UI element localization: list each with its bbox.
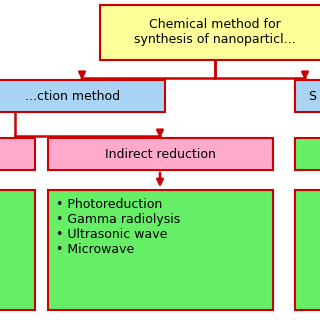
FancyBboxPatch shape: [0, 80, 165, 112]
Text: Chemical method for
synthesis of nanoparticl...: Chemical method for synthesis of nanopar…: [134, 19, 296, 46]
FancyBboxPatch shape: [295, 190, 320, 310]
FancyBboxPatch shape: [48, 190, 273, 310]
Text: S: S: [308, 90, 316, 102]
FancyBboxPatch shape: [48, 138, 273, 170]
Text: ...ction method: ...ction method: [25, 90, 120, 102]
FancyBboxPatch shape: [295, 80, 320, 112]
FancyBboxPatch shape: [0, 138, 35, 170]
Text: • Photoreduction
• Gamma radiolysis
• Ultrasonic wave
• Microwave: • Photoreduction • Gamma radiolysis • Ul…: [56, 198, 180, 256]
FancyBboxPatch shape: [100, 5, 320, 60]
Text: Indirect reduction: Indirect reduction: [105, 148, 216, 161]
FancyBboxPatch shape: [0, 190, 35, 310]
FancyBboxPatch shape: [295, 138, 320, 170]
